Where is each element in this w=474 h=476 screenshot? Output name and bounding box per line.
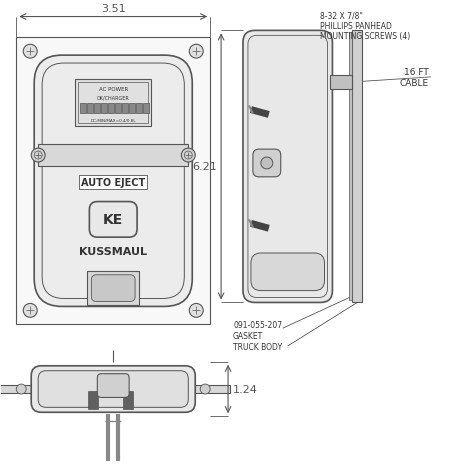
Text: 1.24: 1.24 bbox=[233, 384, 258, 394]
FancyBboxPatch shape bbox=[243, 31, 332, 303]
Circle shape bbox=[23, 45, 37, 59]
Text: 16 FT
CABLE: 16 FT CABLE bbox=[400, 68, 429, 88]
Circle shape bbox=[189, 45, 203, 59]
Bar bbox=[143, 103, 148, 113]
FancyBboxPatch shape bbox=[34, 56, 192, 307]
Circle shape bbox=[182, 149, 195, 163]
FancyBboxPatch shape bbox=[91, 275, 135, 302]
Bar bbox=[87, 271, 139, 306]
Bar bbox=[122, 103, 128, 113]
FancyBboxPatch shape bbox=[97, 374, 129, 397]
Bar bbox=[352, 31, 362, 303]
FancyBboxPatch shape bbox=[31, 366, 195, 412]
Bar bbox=[94, 103, 100, 113]
Bar bbox=[108, 103, 114, 113]
FancyBboxPatch shape bbox=[38, 371, 188, 407]
Bar bbox=[129, 103, 135, 113]
Bar bbox=[75, 79, 151, 127]
Text: KE: KE bbox=[103, 213, 123, 227]
Circle shape bbox=[16, 384, 26, 394]
Bar bbox=[81, 103, 86, 113]
Bar bbox=[349, 33, 352, 301]
Bar bbox=[136, 103, 142, 113]
Circle shape bbox=[31, 149, 45, 163]
Bar bbox=[115, 103, 121, 113]
FancyBboxPatch shape bbox=[251, 253, 325, 291]
Bar bbox=[101, 103, 107, 113]
Bar bbox=[0, 385, 230, 393]
Bar bbox=[87, 103, 93, 113]
Bar bbox=[16, 38, 210, 325]
FancyBboxPatch shape bbox=[253, 150, 281, 178]
Circle shape bbox=[23, 304, 37, 317]
Bar bbox=[88, 391, 98, 409]
Text: AC POWER: AC POWER bbox=[99, 87, 128, 92]
Text: 3.51: 3.51 bbox=[101, 4, 126, 13]
FancyBboxPatch shape bbox=[90, 202, 137, 238]
Bar bbox=[330, 76, 352, 89]
Text: 091-055-207
GASKET: 091-055-207 GASKET bbox=[233, 321, 282, 340]
Circle shape bbox=[189, 304, 203, 317]
Bar bbox=[123, 391, 133, 409]
Circle shape bbox=[200, 384, 210, 394]
Text: KUSSMAUL: KUSSMAUL bbox=[79, 247, 147, 257]
Text: TRUCK BODY: TRUCK BODY bbox=[233, 342, 282, 351]
Text: DC:MIN/MAX=0.4/0.8L: DC:MIN/MAX=0.4/0.8L bbox=[91, 119, 136, 123]
Text: AUTO EJECT: AUTO EJECT bbox=[81, 178, 146, 188]
Text: OK/CHARGER: OK/CHARGER bbox=[97, 95, 129, 100]
Text: 6.21: 6.21 bbox=[192, 162, 217, 172]
Circle shape bbox=[261, 158, 273, 169]
Bar bbox=[38, 145, 188, 167]
Bar bbox=[78, 83, 148, 124]
Text: 8-32 X 7/8"
PHILLIPS PANHEAD
MOUNTING SCREWS (4): 8-32 X 7/8" PHILLIPS PANHEAD MOUNTING SC… bbox=[319, 11, 410, 41]
